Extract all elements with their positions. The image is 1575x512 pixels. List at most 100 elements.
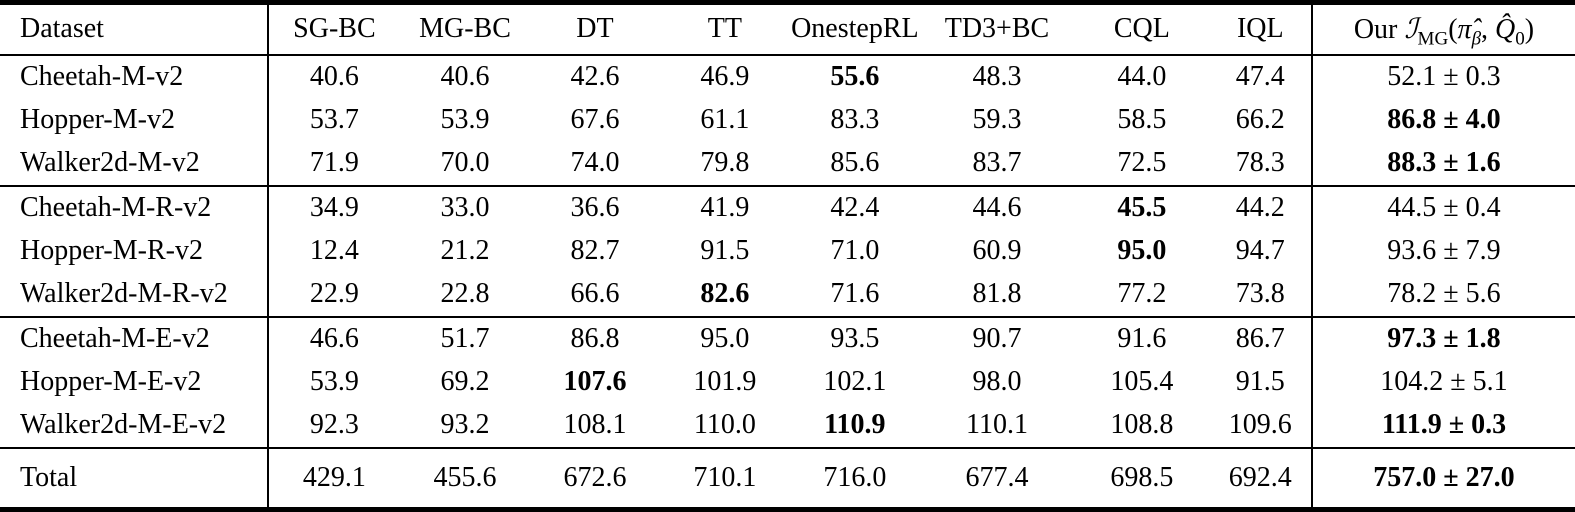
- value-cell: 98.0: [972, 366, 1022, 397]
- table-row-hopper-m-e-v2: Hopper-M-E-v2 53.9 69.2 107.6 101.9 102.1 98.0…: [0, 360, 1575, 404]
- value-cell: 53.9: [266, 360, 401, 404]
- table-row-hopper-m-r-v2: Hopper-M-R-v2 12.4 21.2 82.7 91.5 71.0 60.9 95.…: [0, 229, 1575, 273]
- value-cell: 95.0: [700, 323, 750, 354]
- dataset-cell: Walker2d-M-v2: [20, 147, 200, 178]
- value-cell: 40.6: [440, 61, 490, 92]
- dataset-cell: Cheetah-M-E-v2: [20, 323, 210, 354]
- table-row-walker2d-m-r-v2: Walker2d-M-R-v2 22.9 22.8 66.6 82.6 71.6 81.8 7…: [0, 272, 1575, 317]
- our-method-value-cell: 78.2 ± 5.6: [1310, 272, 1575, 317]
- value-cell: 67.6: [570, 104, 620, 135]
- col-header-cql: CQL: [1113, 13, 1170, 45]
- col-header-dataset: Dataset: [20, 13, 104, 45]
- table-row-hopper-m-v2: Hopper-M-v2 53.7 53.9 67.6 61.1 83.3 59.3 58.5 6…: [0, 98, 1575, 142]
- value-cell: 78.3: [1235, 147, 1285, 178]
- value-cell: 22.9: [266, 272, 401, 317]
- value-cell: 22.8: [440, 278, 490, 309]
- col-header-mg-bc: MG-BC: [419, 13, 511, 45]
- close-paren: ): [1524, 14, 1535, 46]
- dataset-cell: Hopper-M-R-v2: [20, 235, 203, 266]
- pi-hat-symbol: π̂: [1457, 14, 1472, 46]
- value-cell: 82.7: [570, 235, 620, 266]
- value-cell: 672.6: [563, 461, 627, 493]
- value-cell: 60.9: [972, 235, 1022, 266]
- our-method-value-cell: 97.3 ± 1.8: [1310, 316, 1575, 361]
- beta-subscript: β: [1471, 28, 1482, 50]
- value-cell: 59.3: [972, 104, 1022, 135]
- value-cell: 429.1: [266, 447, 401, 509]
- value-cell: 698.5: [1110, 461, 1174, 493]
- value-cell: 73.8: [1235, 278, 1285, 309]
- our-method-value-cell: 104.2 ± 5.1: [1310, 360, 1575, 404]
- zero-subscript: 0: [1515, 28, 1525, 50]
- value-cell: 92.3: [266, 403, 401, 448]
- value-cell: 91.5: [1235, 366, 1285, 397]
- table-row-walker2d-m-v2: Walker2d-M-v2 71.9 70.0 74.0 79.8 85.6 83.7 72.…: [0, 141, 1575, 186]
- value-cell: 70.0: [440, 147, 490, 178]
- value-cell: 692.4: [1228, 461, 1292, 493]
- col-header-onesteprl: OnestepRL: [791, 13, 919, 45]
- col-header-tt: TT: [707, 13, 742, 45]
- value-cell: 46.9: [700, 61, 750, 92]
- value-cell: 90.7: [972, 323, 1022, 354]
- open-paren: (: [1448, 14, 1458, 46]
- group-medium-expert: Cheetah-M-E-v2 46.6 51.7 86.8 95.0 93.5 90.7 91…: [0, 316, 1575, 448]
- dataset-cell: Walker2d-M-E-v2: [20, 409, 227, 440]
- value-cell: 91.5: [700, 235, 750, 266]
- dataset-cell: Hopper-M-E-v2: [20, 366, 202, 397]
- value-cell: 108.1: [563, 409, 627, 440]
- value-cell: 48.3: [972, 61, 1022, 92]
- our-method-value-cell: 88.3 ± 1.6: [1310, 141, 1575, 186]
- value-cell: 83.3: [830, 104, 880, 135]
- value-cell: 42.6: [570, 61, 620, 92]
- value-cell: 44.2: [1235, 192, 1285, 223]
- col-header-dt: DT: [576, 13, 614, 45]
- value-cell: 82.6: [700, 278, 750, 309]
- value-cell: 12.4: [266, 229, 401, 273]
- header-row: Dataset SG-BC MG-BC DT TT OnestepRL TD3+…: [0, 2, 1575, 55]
- value-cell: 61.1: [700, 104, 750, 135]
- value-cell: 109.6: [1228, 409, 1292, 440]
- dataset-cell: Hopper-M-v2: [20, 104, 175, 135]
- group-medium-replay: Cheetah-M-R-v2 34.9 33.0 36.6 41.9 42.4 44.6 45…: [0, 185, 1575, 317]
- value-cell: 72.5: [1117, 147, 1167, 178]
- comma: ,: [1481, 14, 1496, 46]
- table-row-walker2d-m-e-v2: Walker2d-M-E-v2 92.3 93.2 108.1 110.0 110.9 11…: [0, 403, 1575, 448]
- value-cell: 66.6: [570, 278, 620, 309]
- value-cell: 105.4: [1110, 366, 1174, 397]
- script-i-symbol: ℐ: [1404, 14, 1418, 46]
- value-cell: 93.5: [830, 323, 880, 354]
- value-cell: 44.6: [972, 192, 1022, 223]
- table-row-cheetah-m-e-v2: Cheetah-M-E-v2 46.6 51.7 86.8 95.0 93.5 90.7 91…: [0, 316, 1575, 361]
- our-label: Our: [1353, 14, 1405, 46]
- dataset-cell: Total: [20, 461, 78, 493]
- value-cell: 108.8: [1110, 409, 1174, 440]
- value-cell: 71.6: [830, 278, 880, 309]
- value-cell: 110.0: [693, 409, 756, 440]
- value-cell: 455.6: [433, 461, 497, 493]
- value-cell: 42.4: [830, 192, 880, 223]
- q-hat-symbol: Q̂: [1495, 14, 1516, 46]
- value-cell: 86.8: [570, 323, 620, 354]
- value-cell: 74.0: [570, 147, 620, 178]
- value-cell: 40.6: [266, 54, 401, 99]
- value-cell: 53.7: [266, 98, 401, 142]
- dataset-cell: Cheetah-M-R-v2: [20, 192, 212, 223]
- col-header-iql: IQL: [1236, 13, 1284, 45]
- value-cell: 47.4: [1235, 61, 1285, 92]
- value-cell: 91.6: [1117, 323, 1167, 354]
- value-cell: 69.2: [440, 366, 490, 397]
- value-cell: 710.1: [693, 461, 757, 493]
- value-cell: 58.5: [1117, 104, 1167, 135]
- col-header-td3-bc: TD3+BC: [944, 13, 1050, 45]
- value-cell: 55.6: [830, 61, 880, 92]
- value-cell: 79.8: [700, 147, 750, 178]
- table-row-total: Total 429.1 455.6 672.6 710.1 716.0 677.4 698.5…: [0, 447, 1575, 509]
- our-method-value-cell: 52.1 ± 0.3: [1310, 54, 1575, 99]
- value-cell: 36.6: [570, 192, 620, 223]
- our-method-value-cell: 93.6 ± 7.9: [1310, 229, 1575, 273]
- our-method-value-cell: 111.9 ± 0.3: [1310, 403, 1575, 448]
- value-cell: 45.5: [1117, 192, 1167, 223]
- dataset-cell: Cheetah-M-v2: [20, 61, 184, 92]
- our-method-value-cell: 44.5 ± 0.4: [1310, 185, 1575, 230]
- value-cell: 46.6: [266, 316, 401, 361]
